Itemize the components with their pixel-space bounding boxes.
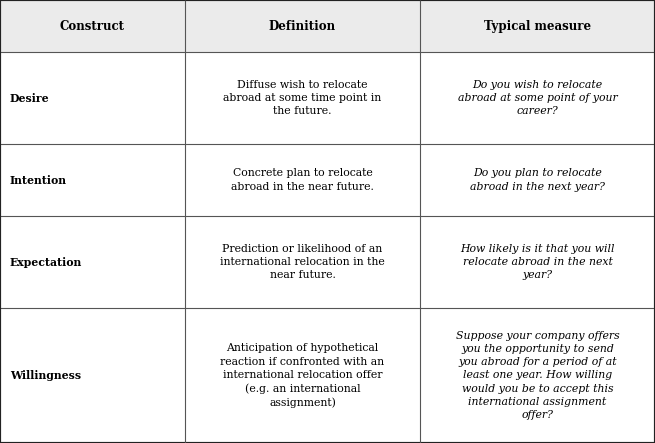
Bar bbox=[420, 216, 655, 308]
Bar bbox=[185, 216, 420, 308]
Text: Concrete plan to relocate
abroad in the near future.: Concrete plan to relocate abroad in the … bbox=[231, 168, 374, 192]
Bar bbox=[185, 52, 420, 144]
Bar bbox=[420, 144, 655, 216]
Text: Do you plan to relocate
abroad in the next year?: Do you plan to relocate abroad in the ne… bbox=[470, 168, 605, 192]
Text: Willingness: Willingness bbox=[10, 370, 81, 381]
Text: Typical measure: Typical measure bbox=[484, 19, 591, 32]
Bar bbox=[0, 52, 185, 144]
Text: Suppose your company offers
you the opportunity to send
you abroad for a period : Suppose your company offers you the oppo… bbox=[456, 331, 620, 420]
Text: Diffuse wish to relocate
abroad at some time point in
the future.: Diffuse wish to relocate abroad at some … bbox=[223, 80, 382, 116]
Text: Do you wish to relocate
abroad at some point of your
career?: Do you wish to relocate abroad at some p… bbox=[458, 80, 618, 116]
Text: Definition: Definition bbox=[269, 19, 336, 32]
Bar bbox=[0, 0, 185, 52]
Text: Construct: Construct bbox=[60, 19, 125, 32]
Text: Anticipation of hypothetical
reaction if confronted with an
international reloca: Anticipation of hypothetical reaction if… bbox=[221, 343, 384, 408]
Bar bbox=[420, 308, 655, 443]
Text: Prediction or likelihood of an
international relocation in the
near future.: Prediction or likelihood of an internati… bbox=[220, 244, 385, 280]
Text: Desire: Desire bbox=[10, 93, 50, 104]
Bar bbox=[0, 144, 185, 216]
Bar bbox=[185, 0, 420, 52]
Bar bbox=[0, 308, 185, 443]
Bar bbox=[420, 0, 655, 52]
Text: Intention: Intention bbox=[10, 175, 67, 186]
Text: Expectation: Expectation bbox=[10, 256, 83, 268]
Text: How likely is it that you will
relocate abroad in the next
year?: How likely is it that you will relocate … bbox=[460, 244, 615, 280]
Bar bbox=[185, 144, 420, 216]
Bar bbox=[185, 308, 420, 443]
Bar bbox=[420, 52, 655, 144]
Bar bbox=[0, 216, 185, 308]
